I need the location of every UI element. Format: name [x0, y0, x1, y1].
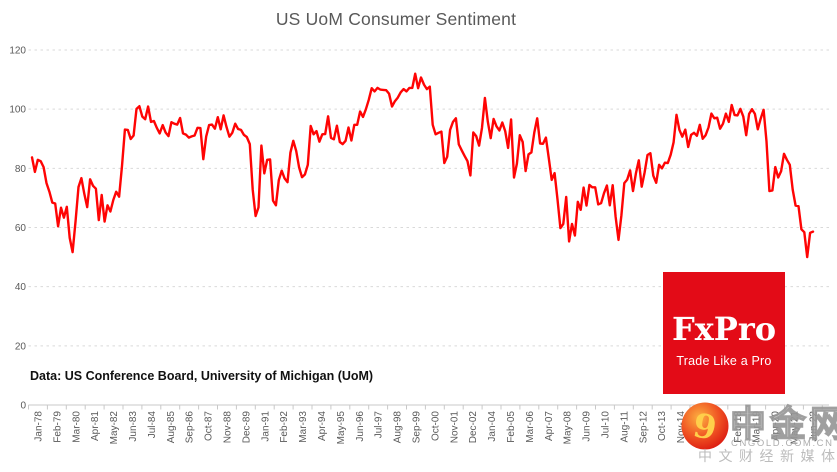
- svg-text:Oct-13: Oct-13: [657, 411, 668, 441]
- svg-text:Aug-98: Aug-98: [393, 411, 404, 444]
- svg-text:Feb-05: Feb-05: [506, 411, 517, 443]
- svg-text:100: 100: [9, 105, 26, 116]
- svg-text:May-21: May-21: [790, 411, 801, 445]
- svg-text:0: 0: [20, 401, 26, 412]
- cngold-flame-icon: [681, 402, 729, 450]
- x-axis-labels: Jan-78 Feb-79 Mar-80 Apr-81 May-82 Jun-83 Jul-…: [34, 411, 820, 445]
- svg-text:Jun-22: Jun-22: [808, 411, 819, 442]
- svg-text:Sep-86: Sep-86: [185, 411, 196, 444]
- svg-text:Feb-18: Feb-18: [733, 411, 744, 443]
- cngold-watermark: 9 中金网 CNGOLD.COM.CN 中文财经新媒体: [681, 402, 837, 464]
- svg-text:Aug-85: Aug-85: [166, 411, 177, 444]
- svg-text:Oct-87: Oct-87: [204, 411, 215, 441]
- svg-text:40: 40: [15, 282, 27, 293]
- svg-text:Jun-83: Jun-83: [128, 411, 139, 442]
- svg-text:Jul-84: Jul-84: [147, 411, 158, 439]
- fxpro-tagline: Trade Like a Pro: [676, 353, 772, 368]
- y-axis-labels: 0 20 40 60 80 100 120: [9, 46, 26, 412]
- svg-text:Feb-79: Feb-79: [52, 411, 63, 443]
- svg-text:Jul-97: Jul-97: [374, 411, 385, 439]
- svg-text:Feb-92: Feb-92: [279, 411, 290, 443]
- svg-text:Mar-19: Mar-19: [752, 411, 763, 443]
- svg-text:Apr-81: Apr-81: [90, 411, 101, 441]
- source-note: Data: US Conference Board, University of…: [30, 369, 374, 383]
- svg-text:Mar-06: Mar-06: [525, 411, 536, 443]
- chart-title: US UoM Consumer Sentiment: [275, 9, 517, 29]
- svg-text:Apr-94: Apr-94: [317, 411, 328, 441]
- svg-text:Aug-11: Aug-11: [619, 411, 630, 443]
- svg-text:Jul-10: Jul-10: [601, 411, 612, 439]
- svg-text:20: 20: [15, 341, 27, 352]
- svg-text:Dec-02: Dec-02: [468, 411, 479, 444]
- svg-text:Apr-20: Apr-20: [771, 411, 782, 441]
- svg-text:Jun-09: Jun-09: [582, 411, 593, 442]
- svg-text:Jan-78: Jan-78: [34, 411, 45, 442]
- svg-text:Mar-80: Mar-80: [71, 411, 82, 443]
- fxpro-logo: FxPro Trade Like a Pro: [663, 272, 785, 394]
- fxpro-wordmark: FxPro: [671, 309, 777, 348]
- svg-text:Jan-91: Jan-91: [260, 411, 271, 442]
- sentiment-line: [30, 72, 815, 259]
- svg-text:May-08: May-08: [563, 411, 574, 445]
- svg-text:Jan-04: Jan-04: [487, 411, 498, 442]
- svg-text:Dec-89: Dec-89: [241, 411, 252, 444]
- svg-text:Apr-07: Apr-07: [544, 411, 555, 441]
- svg-text:Nov-88: Nov-88: [223, 411, 234, 444]
- svg-text:May-95: May-95: [336, 411, 347, 445]
- svg-text:Mar-93: Mar-93: [298, 411, 309, 443]
- svg-text:May-82: May-82: [109, 411, 120, 445]
- watermark-brand: 中金网: [730, 403, 837, 444]
- svg-text:60: 60: [15, 223, 27, 234]
- watermark-slogan: 中文财经新媒体: [698, 448, 837, 464]
- svg-text:Jun-96: Jun-96: [355, 411, 366, 442]
- svg-text:Nov-01: Nov-01: [449, 411, 460, 444]
- svg-text:Oct-00: Oct-00: [430, 411, 441, 441]
- svg-text:Sep-99: Sep-99: [412, 411, 423, 444]
- svg-text:120: 120: [9, 46, 26, 57]
- watermark-domain: CNGOLD.COM.CN: [731, 438, 834, 449]
- svg-text:80: 80: [15, 164, 27, 175]
- svg-text:Sep-12: Sep-12: [638, 411, 649, 444]
